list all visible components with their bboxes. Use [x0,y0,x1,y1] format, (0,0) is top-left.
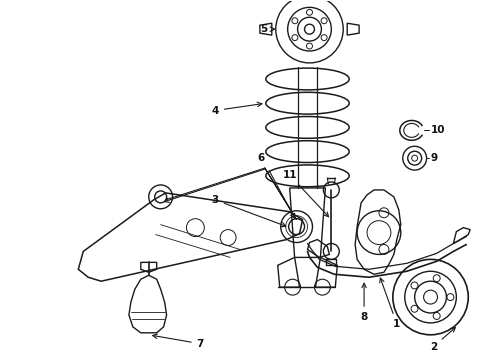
Text: 8: 8 [361,283,368,322]
Text: 11: 11 [282,170,329,217]
Text: 5: 5 [260,24,274,34]
Text: 3: 3 [212,195,286,227]
Text: 9: 9 [431,153,438,163]
Text: 2: 2 [430,328,455,352]
Text: 6: 6 [257,153,265,163]
Text: 4: 4 [212,102,262,116]
Text: 7: 7 [153,334,204,349]
Text: 10: 10 [431,125,445,135]
Text: 1: 1 [380,278,400,329]
